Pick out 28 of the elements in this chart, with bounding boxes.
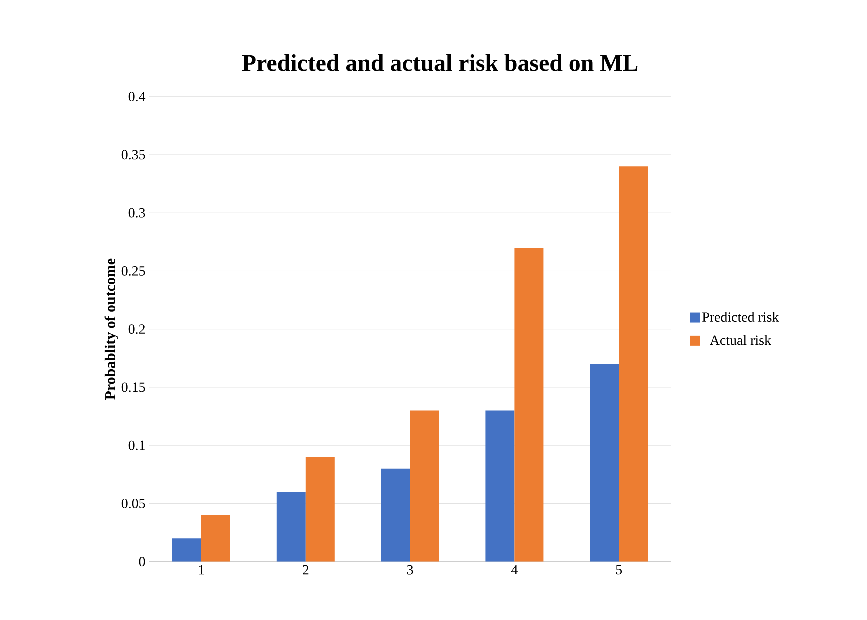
y-tick-label: 0.05 bbox=[122, 498, 146, 508]
y-tick-label: 0.35 bbox=[122, 150, 146, 160]
chart-title: Predicted and actual risk based on ML bbox=[242, 54, 638, 72]
x-tick-label: 1 bbox=[199, 565, 204, 575]
y-tick-label: 0.2 bbox=[128, 324, 146, 334]
bar bbox=[410, 410, 440, 562]
bar bbox=[172, 538, 202, 562]
x-tick-label: 2 bbox=[303, 565, 309, 575]
bar bbox=[619, 166, 648, 562]
x-tick-label: 4 bbox=[511, 565, 518, 575]
legend-label: Actual risk bbox=[710, 335, 772, 346]
x-tick-label: 3 bbox=[407, 565, 414, 575]
legend-label: Predicted risk bbox=[702, 312, 780, 322]
bar bbox=[514, 248, 544, 562]
bar bbox=[306, 457, 335, 562]
x-tick-label: 5 bbox=[616, 565, 622, 575]
y-tick-label: 0.4 bbox=[128, 92, 146, 102]
bar bbox=[276, 492, 306, 562]
y-tick-label: 0.1 bbox=[128, 440, 145, 450]
bar bbox=[381, 468, 410, 562]
bar bbox=[590, 364, 620, 562]
bar bbox=[202, 515, 230, 562]
bar bbox=[486, 410, 515, 562]
y-axis-title: Probablity of outcome bbox=[104, 258, 119, 400]
y-tick-label: 0.3 bbox=[128, 208, 146, 218]
y-tick-label: 0.25 bbox=[122, 266, 146, 276]
y-tick-label: 0 bbox=[139, 557, 146, 567]
y-tick-label: 0.15 bbox=[122, 382, 146, 392]
